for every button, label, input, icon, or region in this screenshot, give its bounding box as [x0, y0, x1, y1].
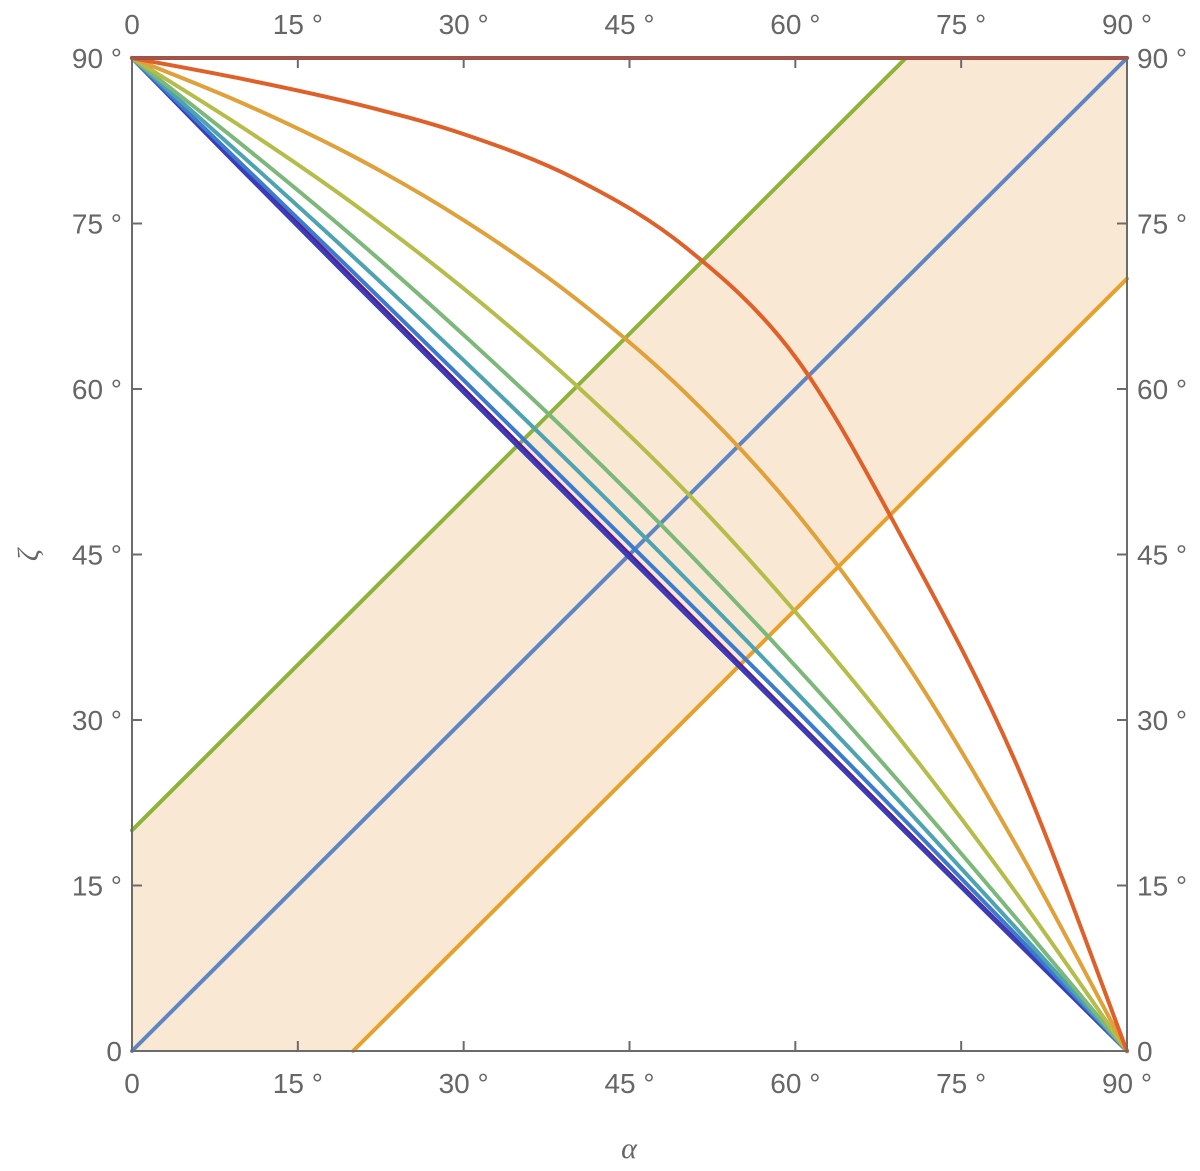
- y-tick-label-left: 75 °: [72, 209, 122, 240]
- y-tick-label-right: 90 °: [1137, 43, 1187, 74]
- curve-2: [130, 56, 1129, 1053]
- x-tick-label-bottom: 30 °: [439, 1068, 489, 1099]
- y-tick-label-right: 60 °: [1137, 374, 1187, 405]
- x-tick-label-top: 0: [124, 9, 140, 40]
- x-tick-label-bottom: 15 °: [273, 1068, 323, 1099]
- x-tick-label-top: 45 °: [604, 9, 654, 40]
- curve-5: [130, 56, 1129, 1053]
- curve-4: [130, 56, 1129, 1053]
- y-tick-label-right: 30 °: [1137, 705, 1187, 736]
- curve-7: [130, 56, 1129, 1053]
- y-tick-label-left: 15 °: [72, 871, 122, 902]
- y-tick-label-left: 30 °: [72, 705, 122, 736]
- x-axis-label: α: [621, 1132, 638, 1165]
- y-tick-label-right: 75 °: [1137, 209, 1187, 240]
- curve-8: [130, 56, 1129, 1053]
- x-tick-label-bottom: 60 °: [770, 1068, 820, 1099]
- curve-3: [130, 56, 1129, 1053]
- y-tick-label-left: 0: [106, 1036, 122, 1067]
- x-tick-label-top: 75 °: [936, 9, 986, 40]
- curve-6: [130, 56, 1129, 1053]
- x-tick-label-bottom: 45 °: [604, 1068, 654, 1099]
- x-tick-label-bottom: 0: [124, 1068, 140, 1099]
- x-tick-label-top: 60 °: [770, 9, 820, 40]
- y-axis-label: ζ: [12, 547, 45, 561]
- y-tick-label-left: 45 °: [72, 540, 122, 571]
- x-tick-label-top: 90 °: [1102, 9, 1152, 40]
- x-tick-label-bottom: 75 °: [936, 1068, 986, 1099]
- y-tick-label-right: 15 °: [1137, 871, 1187, 902]
- y-tick-label-right: 0: [1137, 1036, 1153, 1067]
- x-tick-label-top: 30 °: [439, 9, 489, 40]
- x-tick-label-bottom: 90 °: [1102, 1068, 1152, 1099]
- y-tick-label-left: 60 °: [72, 374, 122, 405]
- y-tick-label-left: 90 °: [72, 43, 122, 74]
- y-tick-label-right: 45 °: [1137, 540, 1187, 571]
- x-tick-label-top: 15 °: [273, 9, 323, 40]
